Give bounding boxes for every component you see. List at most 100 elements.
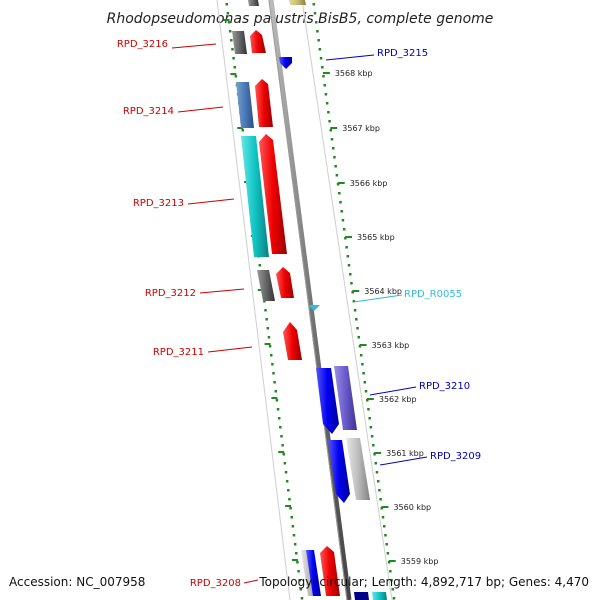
gene-rpd-3212-gray[interactable] — [257, 270, 275, 301]
footer: Accession: NC_007958 Topology: circular;… — [9, 575, 589, 589]
right-tick-track-dot — [361, 363, 364, 366]
gene-bottom-navy-fragment[interactable] — [354, 592, 369, 600]
gene-label[interactable]: RPD_3208 — [190, 578, 241, 589]
gene-rpd-3214[interactable] — [255, 79, 273, 127]
left-tick-track-dot — [292, 534, 296, 537]
gene-bottom-cyan-fragment[interactable] — [372, 592, 387, 600]
left-tick-track-dot — [241, 129, 244, 132]
right-tick-track-dot — [321, 66, 324, 69]
ruler-label: 3568 kbp — [335, 69, 373, 78]
gene-rpd-3210-blue[interactable] — [316, 368, 339, 434]
gene-top-left-fragment[interactable] — [248, 0, 259, 6]
gene-label-leader — [353, 294, 403, 303]
ruler-label: 3565 kbp — [357, 233, 395, 242]
right-tick-track-dot — [350, 282, 353, 285]
right-tick-track-dot — [368, 417, 371, 420]
left-tick-track-dot — [299, 588, 303, 591]
gene-label[interactable]: RPD_3215 — [377, 48, 428, 59]
gene-rpd-3209-blue[interactable] — [328, 440, 350, 503]
left-tick-track-dot — [277, 417, 281, 420]
gene-rpd-3213[interactable] — [259, 134, 287, 254]
gene-label[interactable]: RPD_R0055 — [404, 289, 462, 300]
gene-label-leader — [325, 54, 375, 61]
right-tick-track-dot — [378, 489, 381, 492]
left-tick-track-dot — [284, 471, 288, 474]
gene-rpd-3213-cyan[interactable] — [241, 136, 269, 257]
left-tick-track-dot — [291, 525, 295, 528]
gene-rpd-3208[interactable] — [320, 546, 340, 596]
gene-rpd-3210[interactable] — [334, 366, 357, 430]
right-tick-track-dot — [386, 552, 390, 555]
left-tick-track-dot — [230, 39, 233, 42]
right-tick-track-dot — [373, 453, 376, 456]
gene-labels: RPD_3216 RPD_3215 RPD_3214 RPD_3213 RPD_3212… — [117, 39, 481, 589]
right-tick-track-dot — [341, 219, 345, 222]
right-tick-track-dot — [356, 327, 359, 330]
gene-label[interactable]: RPD_3211 — [153, 347, 204, 358]
gene-rpd-3208-navy[interactable] — [306, 550, 321, 596]
gene-rpd-3212[interactable] — [276, 267, 294, 298]
right-tick-track-dot — [329, 129, 333, 132]
right-tick-track-dot — [346, 255, 350, 258]
left-tick-track-dot — [287, 489, 290, 492]
right-tick-track-dot — [390, 579, 393, 582]
gene-rpd-3216-gray[interactable] — [232, 31, 247, 54]
left-tick-track-dot — [228, 30, 232, 33]
left-tick-track-dot — [285, 480, 289, 483]
right-tick-track-dot — [348, 273, 352, 276]
right-tick-track-dot — [342, 228, 346, 231]
left-tick-track-dot — [233, 66, 236, 69]
left-tick-track-dot — [234, 75, 238, 78]
right-tick-track-dot — [362, 372, 365, 375]
gene-label[interactable]: RPD_3212 — [145, 288, 196, 299]
summary-text: Topology: circular; Length: 4,892,717 bp… — [258, 575, 589, 589]
gene-label[interactable]: RPD_3209 — [430, 451, 481, 462]
gene-rpd-3216[interactable] — [250, 30, 266, 53]
gene-label[interactable]: RPD_3216 — [117, 39, 168, 50]
gene-label[interactable]: RPD_3213 — [133, 198, 184, 209]
right-tick-track-dot — [352, 300, 356, 303]
gene-rpd-3215[interactable] — [279, 57, 292, 69]
gene-rpd-3214-steel[interactable] — [236, 82, 254, 128]
band-left-edge — [216, 0, 291, 600]
right-tick-track-dot — [359, 354, 363, 357]
right-tick-track-dot — [376, 480, 380, 483]
ruler-label: 3566 kbp — [350, 179, 388, 188]
ruler-label: 3559 kbp — [401, 557, 439, 566]
left-tick-track-dot — [293, 543, 297, 546]
right-tick-track-dot — [324, 93, 328, 96]
ruler-label: 3560 kbp — [393, 503, 431, 512]
right-tick-track-dot — [338, 192, 341, 195]
right-tick-track-dot — [331, 147, 335, 150]
right-tick-track-dot — [345, 246, 348, 249]
gene-top-olive-fragment[interactable] — [289, 0, 306, 5]
right-tick-track-dot — [319, 57, 323, 60]
left-tick-track-dot — [263, 300, 266, 303]
ruler-label: 3561 kbp — [386, 449, 424, 458]
right-tick-track-dot — [336, 183, 340, 186]
gene-label[interactable]: RPD_3214 — [123, 106, 174, 117]
gene-rpd-3209[interactable] — [346, 438, 370, 500]
right-tick-track-dot — [340, 210, 343, 213]
right-tick-track-dot — [334, 165, 337, 168]
gene-features — [232, 0, 387, 600]
left-tick-track-dot — [232, 57, 235, 60]
left-tick-track-dot — [273, 381, 276, 384]
left-tick-track-dot — [290, 516, 293, 519]
right-tick-track-dot — [358, 345, 362, 348]
left-tick-track-dot — [266, 327, 270, 330]
gene-label-leader — [177, 106, 224, 113]
gene-rpd-r0055[interactable] — [308, 305, 320, 311]
right-tick-track-dot — [355, 318, 358, 321]
right-tick-track-dot — [370, 435, 374, 438]
right-tick-track-dot — [339, 201, 342, 204]
right-tick-track-dot — [344, 237, 347, 240]
right-tick-track-dot — [387, 561, 391, 564]
gene-label[interactable]: RPD_3210 — [419, 381, 470, 392]
right-tick-track-dot — [380, 507, 384, 510]
right-tick-track-dot — [333, 156, 336, 159]
backbone-line — [268, 0, 352, 600]
gene-rpd-3211[interactable] — [283, 322, 302, 360]
right-tick-track-dot — [369, 426, 373, 429]
